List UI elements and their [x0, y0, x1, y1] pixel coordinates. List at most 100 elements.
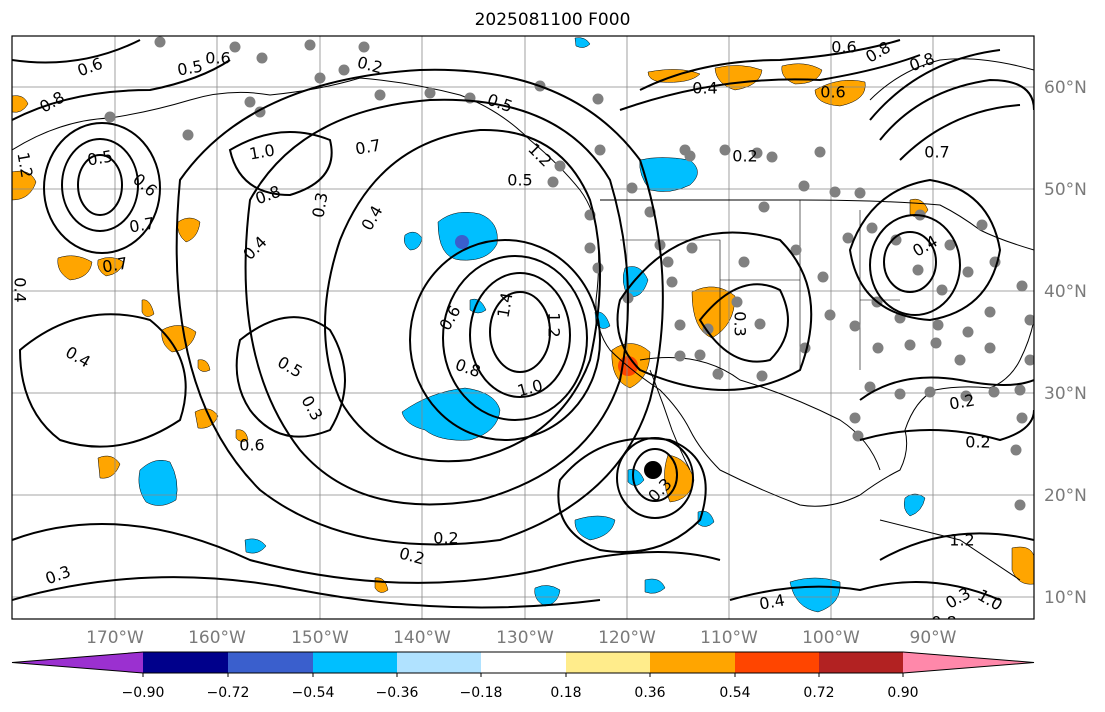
contour-line — [729, 581, 1001, 601]
station-dot — [842, 232, 854, 244]
contour-label: 1.0 — [248, 140, 276, 163]
contour-line — [235, 316, 346, 438]
longitude-labels: 170°W 160°W 150°W 140°W 130°W 120°W 110°W 100°W… — [86, 628, 957, 648]
longitude-label: 160°W — [188, 628, 246, 648]
station-dot — [702, 323, 714, 335]
colorbar-segment — [819, 652, 903, 673]
station-dot — [849, 320, 861, 332]
station-dot — [314, 72, 326, 84]
colorbar-tick-label: −0.36 — [376, 685, 419, 701]
station-dot — [930, 337, 942, 349]
contour-label: 0.7 — [128, 213, 156, 236]
station-dot — [944, 239, 956, 251]
map-frame — [11, 35, 1035, 620]
colorbar — [11, 651, 1035, 674]
colorbar-segment — [313, 652, 397, 673]
border-line — [620, 200, 900, 380]
contour-line — [859, 376, 1034, 401]
contour-label: 1.4 — [493, 291, 516, 319]
colorbar-tick-label: 0.90 — [887, 685, 918, 701]
station-dot — [932, 319, 944, 331]
storm-center-marker — [644, 461, 662, 479]
colorbar-tick-label: −0.54 — [292, 685, 335, 701]
latitude-labels: 60°N 50°N 40°N 30°N 20°N 10°N — [1044, 78, 1087, 608]
shade-patch — [197, 359, 211, 372]
station-dot — [1014, 384, 1026, 396]
colorbar-tick-label: 0.36 — [634, 685, 665, 701]
shade-patch — [639, 157, 698, 192]
station-dot — [666, 276, 678, 288]
station-dot — [584, 242, 596, 254]
shade-patch — [574, 515, 616, 541]
shade-patch — [455, 235, 469, 249]
contour-line — [848, 178, 1002, 322]
station-dot — [674, 350, 686, 362]
station-dot — [686, 242, 698, 254]
station-dot — [662, 256, 674, 268]
contour-line — [244, 98, 629, 506]
station-dot — [712, 368, 724, 380]
station-dot — [754, 318, 766, 330]
station-dot — [256, 52, 268, 64]
contour-label: 0.4 — [11, 277, 30, 302]
shade-patch — [403, 231, 423, 251]
shade-patch — [12, 170, 37, 201]
colorbar-extend-high — [903, 652, 1034, 673]
station-dot — [976, 219, 988, 231]
contour-line — [18, 313, 187, 448]
station-dot — [960, 390, 972, 402]
contour-label: 0.2 — [433, 529, 458, 548]
shade-patch — [57, 255, 93, 281]
contour-line — [12, 39, 141, 64]
station-dot — [738, 256, 750, 268]
latitude-label: 40°N — [1044, 282, 1087, 302]
coastline — [12, 77, 1034, 507]
contour-label: 0.2 — [732, 147, 757, 166]
station-dot — [924, 386, 936, 398]
station-dot — [626, 182, 638, 194]
station-dot — [1014, 499, 1026, 511]
station-dot — [962, 266, 974, 278]
station-dot — [679, 144, 691, 156]
latitude-label: 20°N — [1044, 486, 1087, 506]
station-dot — [988, 386, 1000, 398]
shade-patch — [437, 212, 498, 261]
station-dot — [766, 151, 778, 163]
station-dot — [594, 144, 606, 156]
station-dot — [674, 319, 686, 331]
contour-line — [869, 49, 1001, 121]
station-dot — [824, 309, 836, 321]
shade-patch — [12, 95, 29, 113]
colorbar-segment — [481, 652, 566, 673]
station-dot — [229, 41, 241, 53]
colorbar-tick-label: 0.54 — [719, 685, 750, 701]
contour-label: 0.4 — [758, 590, 786, 613]
station-dot — [890, 234, 902, 246]
colorbar-tick-label: 0.72 — [803, 685, 834, 701]
latitude-label: 10°N — [1044, 588, 1087, 608]
contour-label: 0.7 — [924, 143, 949, 162]
contour-label: 0.5 — [507, 171, 532, 190]
shade-patch — [138, 460, 178, 506]
station-dot — [798, 180, 810, 192]
shade-patch — [161, 325, 197, 353]
contour-line — [869, 214, 961, 316]
station-dot — [790, 244, 802, 256]
contour-label: 0.6 — [239, 436, 264, 455]
contour-line — [442, 255, 588, 421]
station-dot — [554, 160, 566, 172]
shade-patch — [141, 299, 155, 317]
station-dot — [872, 342, 884, 354]
contour-line — [469, 272, 571, 398]
contour-label: 0.5 — [86, 146, 114, 169]
colorbar-segment — [566, 652, 650, 673]
contour-line — [879, 78, 1034, 141]
contour-label: 0.3 — [308, 191, 331, 219]
contour-label: 1.2 — [545, 312, 564, 337]
station-dot — [758, 201, 770, 213]
latitude-label: 60°N — [1044, 78, 1087, 98]
station-dot — [954, 354, 966, 366]
contour-line — [859, 409, 1034, 442]
shade-patch — [903, 493, 926, 517]
station-dot — [814, 146, 826, 158]
